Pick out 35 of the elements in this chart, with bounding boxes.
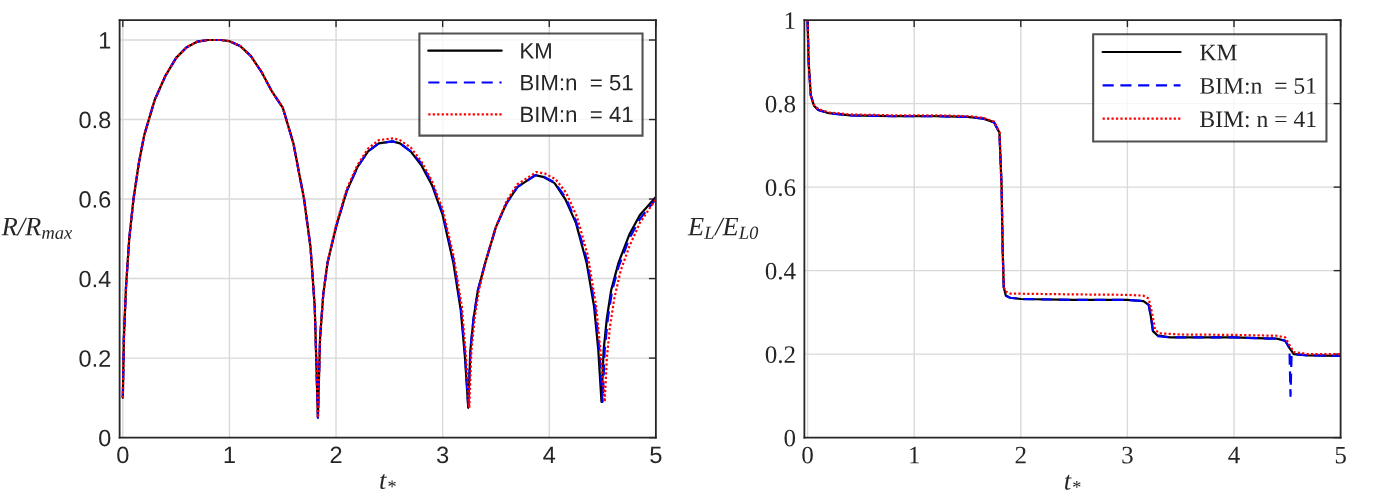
y-tick-label: 0.6 — [765, 179, 796, 197]
legend-label: BIM:n = 51 — [521, 74, 633, 91]
x-tick-label: 1 — [910, 446, 919, 464]
y-tick-label: 0.8 — [79, 111, 111, 129]
y-tick-label: 0.8 — [765, 95, 796, 113]
x-tick-label: 5 — [650, 446, 662, 464]
x-tick-label: 4 — [1228, 446, 1240, 464]
x-tick-label: 0 — [117, 446, 129, 464]
x-tick-label: 3 — [1122, 446, 1133, 464]
y-tick-label: 0 — [99, 429, 111, 447]
line-series — [121, 38, 656, 419]
x-tick-label: 2 — [1015, 446, 1026, 464]
legend-label: KM — [521, 43, 551, 59]
x-axis-title: t$_{*}$ — [380, 474, 396, 490]
y-axis-title: E$_{L}$/E$_{L0}$ — [687, 217, 759, 240]
y-tick-label: 0.2 — [79, 350, 111, 367]
y-tick-label: 0 — [784, 429, 796, 447]
x-axis-title: t$_{*}$ — [1064, 474, 1081, 490]
y-axis-title: R/R$_{max}$ — [1, 217, 73, 240]
y-tick-label: 1 — [785, 12, 795, 29]
legend-label: BIM:n = 51 — [1200, 78, 1316, 94]
y-tick-label: 1 — [99, 32, 111, 49]
y-tick-label: 0.6 — [79, 191, 111, 208]
y-tick-label: 0.4 — [79, 270, 111, 288]
y-tick-label: 0.4 — [765, 262, 796, 280]
x-tick-label: 4 — [543, 446, 556, 464]
x-tick-label: 0 — [802, 446, 813, 464]
x-tick-label: 5 — [1335, 446, 1346, 464]
x-tick-label: 1 — [224, 446, 235, 464]
x-tick-label: 3 — [436, 446, 449, 464]
legend-label: KM — [1200, 44, 1237, 61]
x-tick-label: 2 — [330, 446, 342, 464]
legend-label: BIM: n = 41 — [1200, 111, 1316, 128]
legend-label: BIM:n = 41 — [521, 106, 633, 123]
y-tick-label: 0.2 — [765, 346, 795, 364]
